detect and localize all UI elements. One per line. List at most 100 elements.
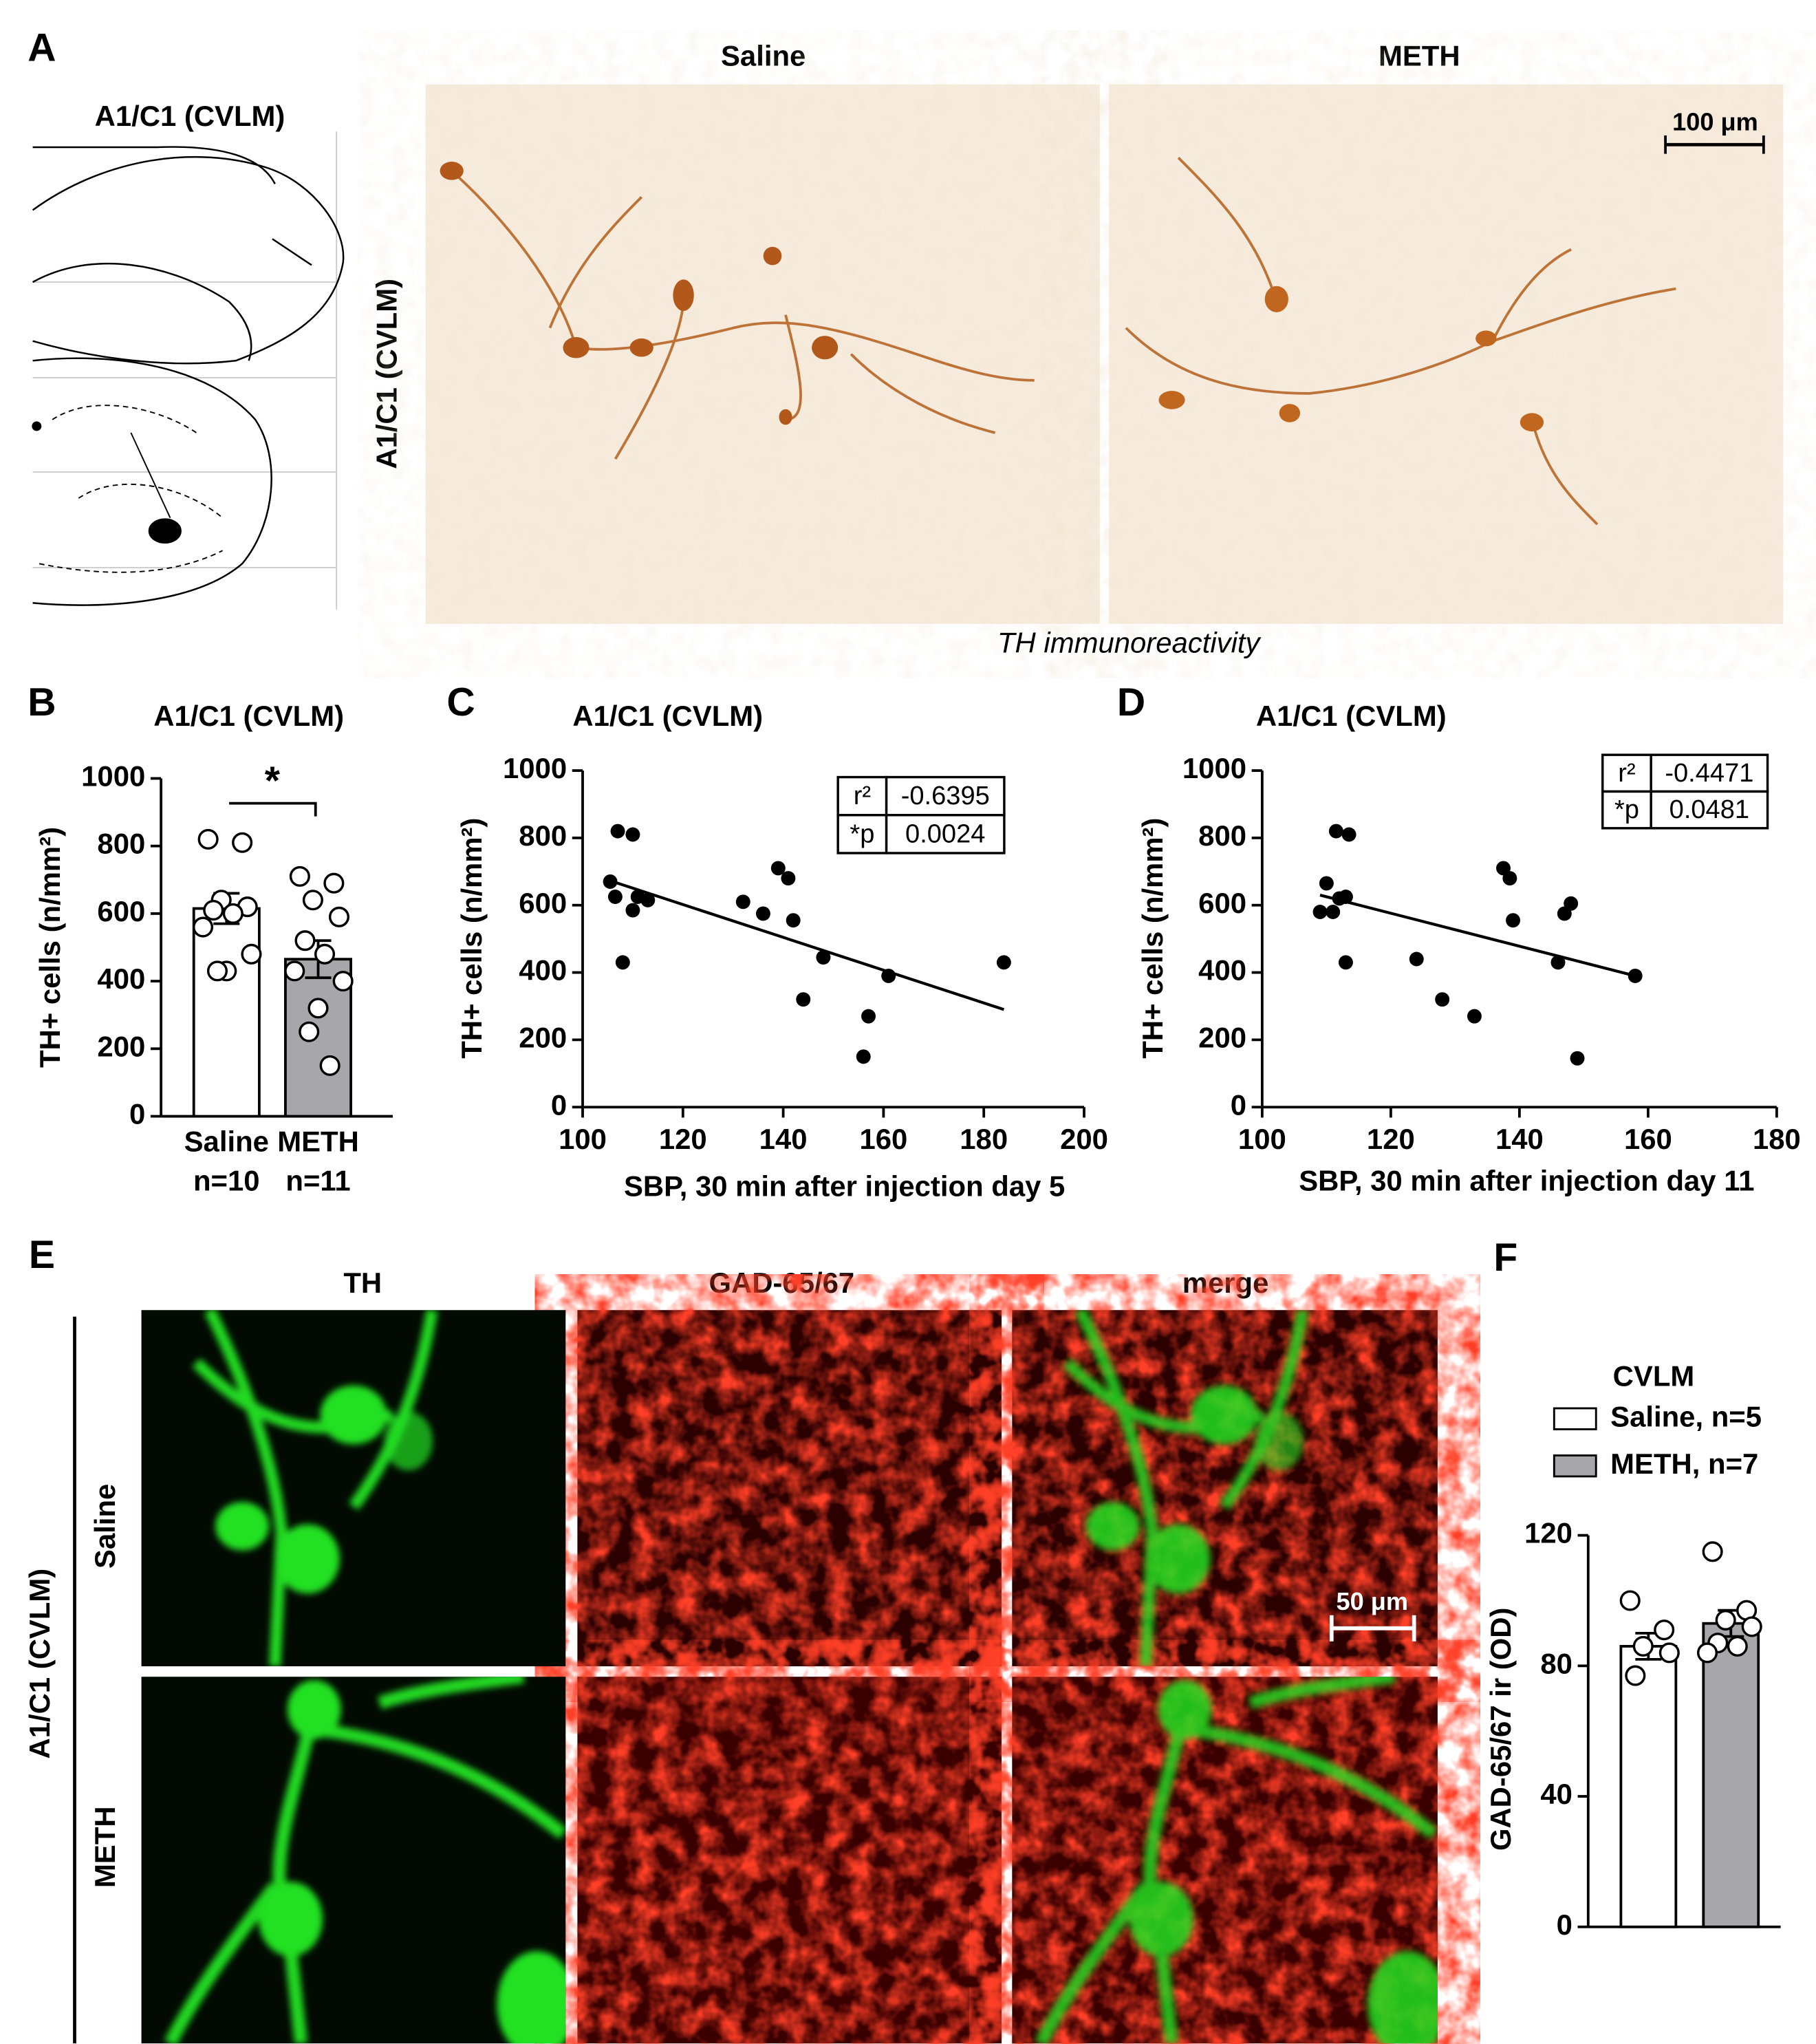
cell [812, 336, 839, 360]
data-point [996, 955, 1011, 970]
legend-label: METH, n=7 [1610, 1448, 1758, 1480]
y-tick-label: 200 [1198, 1021, 1246, 1053]
x-sublabel: n=11 [285, 1165, 350, 1197]
bar [1619, 1644, 1678, 1928]
data-point [1435, 992, 1450, 1007]
table-cell [885, 814, 1006, 854]
y-axis-label: TH+ cells (n/mm²) [34, 827, 66, 1068]
table-text: 0.0024 [905, 819, 985, 848]
legend-swatch [1553, 1454, 1597, 1478]
x-tick-label: 140 [759, 1123, 808, 1155]
data-point [1741, 1616, 1762, 1637]
significance-bracket [229, 802, 317, 817]
fiber [548, 196, 996, 460]
regression-line [607, 879, 1005, 1011]
column-title: TH [343, 1267, 382, 1299]
data-point [1326, 905, 1341, 919]
y-tick-label: 0 [1231, 1088, 1246, 1121]
y-tick-label: 400 [1198, 954, 1246, 987]
data-point [1632, 1635, 1654, 1657]
row-label: Saline [89, 1484, 121, 1569]
data-point [1564, 896, 1579, 911]
data-point [607, 890, 623, 904]
y-tick-label: 800 [519, 819, 567, 852]
data-point [615, 955, 630, 970]
data-point [197, 828, 219, 850]
data-point [1619, 1590, 1641, 1611]
y-tick-label: 1000 [503, 752, 567, 784]
data-point [206, 960, 228, 982]
data-point [1341, 827, 1356, 842]
data-point [222, 903, 244, 924]
table-text: *p [850, 819, 874, 848]
y-axis-label: TH+ cells (n/mm²) [1136, 818, 1169, 1059]
scale-bar-label: 50 μm [1336, 1587, 1408, 1615]
data-point [625, 827, 640, 842]
data-point [1696, 1642, 1718, 1664]
medulla [32, 357, 272, 606]
cell [763, 246, 782, 266]
cell [1279, 404, 1301, 422]
soma [258, 1882, 323, 1957]
y-tick-label: 600 [1198, 887, 1246, 919]
panel-letter: A [28, 25, 56, 69]
column-title: GAD-65/67 [709, 1267, 854, 1299]
fiber [451, 169, 1035, 382]
caption: TH immunoreactivity [997, 626, 1262, 658]
micrograph-saline [425, 84, 1100, 624]
data-point [1467, 1009, 1482, 1024]
row-label: A1/C1 (CVLM) [370, 279, 402, 469]
marker [32, 421, 42, 431]
cvlm-region [148, 518, 182, 544]
y-tick-label: 40 [1540, 1778, 1572, 1810]
y-tick-label: 200 [519, 1021, 567, 1053]
x-tick-label: 100 [559, 1123, 607, 1155]
fiber [1177, 156, 1599, 526]
x-tick-label: 120 [1367, 1123, 1415, 1155]
y-tick-label: 0 [1557, 1908, 1572, 1941]
data-point [299, 1021, 320, 1042]
data-point [1312, 905, 1328, 919]
cell [1264, 286, 1288, 312]
data-point [1328, 824, 1343, 839]
gad-texture [577, 1677, 1002, 2044]
scale-bar-label: 100 μm [1672, 107, 1758, 136]
x-tick-label: 120 [659, 1123, 707, 1155]
process [164, 1677, 566, 2044]
y-tick-label: 800 [1198, 819, 1246, 852]
panel-letter: B [28, 680, 56, 724]
data-point [1338, 955, 1353, 970]
y-tick-label: 800 [97, 828, 145, 860]
significance-star: * [265, 759, 281, 803]
micrograph-meth [1109, 84, 1784, 624]
y-tick-label: 400 [97, 962, 145, 995]
data-point [1409, 951, 1424, 967]
chart-title: A1/C1 (CVLM) [1256, 700, 1447, 732]
data-point [289, 865, 310, 887]
data-point [625, 903, 640, 918]
column-title: Saline [721, 40, 806, 72]
data-point [735, 894, 750, 910]
data-point [1319, 876, 1334, 891]
chart-title: A1/C1 (CVLM) [572, 700, 763, 732]
panel-letter: D [1117, 680, 1145, 724]
cerebellum [32, 146, 345, 365]
y-tick-label: 0 [551, 1088, 567, 1121]
nuclei [39, 405, 224, 573]
fold [32, 262, 252, 361]
data-point [816, 950, 831, 965]
table-cell [836, 814, 888, 854]
data-point [1628, 968, 1643, 983]
th-meth [164, 1677, 566, 2044]
x-sublabel: n=10 [193, 1165, 260, 1197]
data-point [294, 930, 316, 951]
column-title: merge [1182, 1267, 1269, 1299]
y-tick-label: 120 [1524, 1517, 1572, 1549]
cell [1476, 330, 1497, 347]
soma [384, 1411, 433, 1471]
cell [673, 279, 694, 311]
data-point [192, 916, 214, 938]
fiber [1125, 287, 1676, 395]
